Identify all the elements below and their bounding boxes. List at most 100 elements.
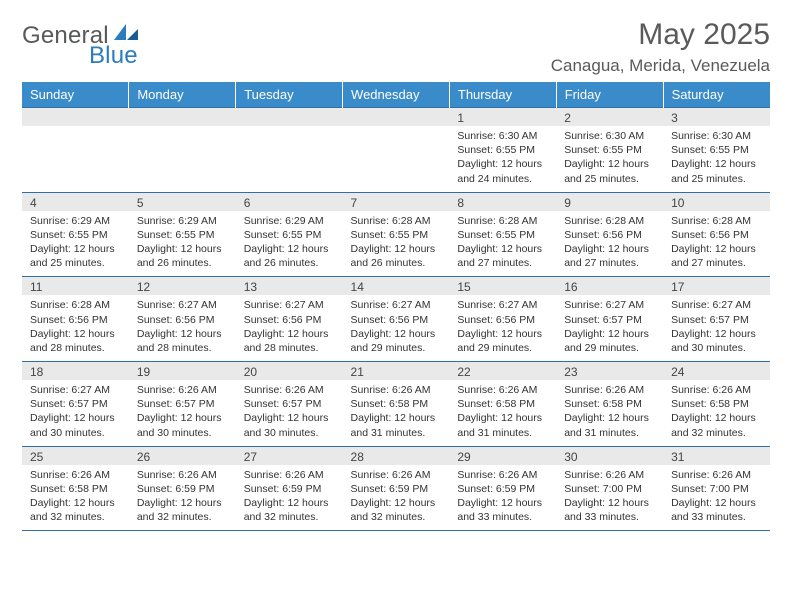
sunrise-text: Sunrise: 6:26 AM [564,383,655,397]
sunset-text: Sunset: 6:57 PM [30,397,121,411]
day-number: 6 [236,193,343,211]
daylight-text: Daylight: 12 hours and 30 minutes. [30,411,121,439]
calendar-day-cell [236,108,343,193]
sunrise-text: Sunrise: 6:26 AM [244,468,335,482]
daylight-text: Daylight: 12 hours and 29 minutes. [457,327,548,355]
sunset-text: Sunset: 6:55 PM [564,143,655,157]
brand-logo: GeneralBlue [22,18,140,68]
day-details: Sunrise: 6:28 AMSunset: 6:56 PMDaylight:… [556,211,663,277]
daylight-text: Daylight: 12 hours and 28 minutes. [30,327,121,355]
calendar-day-cell: 1Sunrise: 6:30 AMSunset: 6:55 PMDaylight… [449,108,556,193]
daylight-text: Daylight: 12 hours and 32 minutes. [351,496,442,524]
daylight-text: Daylight: 12 hours and 33 minutes. [671,496,762,524]
calendar-day-cell: 28 Sunrise: 6:26 AMSunset: 6:59 PMDayligh… [343,446,450,531]
sunset-text: Sunset: 6:58 PM [457,397,548,411]
day-number [22,108,129,126]
daylight-text: Daylight: 12 hours and 33 minutes. [564,496,655,524]
weekday-header: Monday [129,82,236,108]
daylight-text: Daylight: 12 hours and 26 minutes. [351,242,442,270]
sunset-text: Sunset: 6:57 PM [564,313,655,327]
sunset-text: Sunset: 6:57 PM [137,397,228,411]
day-number: 17 [663,277,770,295]
daylight-text: Daylight: 12 hours and 25 minutes. [671,157,762,185]
day-number: 5 [129,193,236,211]
sunrise-text: Sunrise: 6:29 AM [244,214,335,228]
day-number: 28 [343,447,450,465]
sunset-text: Sunset: 6:59 PM [351,482,442,496]
sunrise-text: Sunrise: 6:30 AM [564,129,655,143]
day-details: Sunrise: 6:26 AMSunset: 6:58 PMDaylight:… [663,380,770,446]
sunset-text: Sunset: 6:58 PM [30,482,121,496]
day-details: Sunrise: 6:26 AMSunset: 6:57 PMDaylight:… [129,380,236,446]
sunset-text: Sunset: 7:00 PM [564,482,655,496]
calendar-day-cell: 24Sunrise: 6:26 AMSunset: 6:58 PMDayligh… [663,362,770,447]
calendar-day-cell: 31Sunrise: 6:26 AMSunset: 7:00 PMDayligh… [663,446,770,531]
sunrise-text: Sunrise: 6:26 AM [457,468,548,482]
calendar-day-cell: 16Sunrise: 6:27 AMSunset: 6:57 PMDayligh… [556,277,663,362]
sunrise-text: Sunrise: 6:26 AM [671,383,762,397]
calendar-day-cell [129,108,236,193]
day-details: Sunrise: 6:28 AMSunset: 6:55 PMDaylight:… [343,211,450,277]
sunset-text: Sunset: 6:56 PM [457,313,548,327]
day-number: 14 [343,277,450,295]
title-block: May 2025 Canagua, Merida, Venezuela [551,18,770,76]
calendar-day-cell: 22Sunrise: 6:26 AMSunset: 6:58 PMDayligh… [449,362,556,447]
sunrise-text: Sunrise: 6:26 AM [137,383,228,397]
day-details: Sunrise: 6:27 AMSunset: 6:57 PMDaylight:… [556,295,663,361]
sunrise-text: Sunrise: 6:26 AM [30,468,121,482]
day-number: 21 [343,362,450,380]
daylight-text: Daylight: 12 hours and 27 minutes. [564,242,655,270]
day-details: Sunrise: 6:26 AMSunset: 6:58 PMDaylight:… [449,380,556,446]
calendar-day-cell: 10Sunrise: 6:28 AMSunset: 6:56 PMDayligh… [663,192,770,277]
day-number: 25 [22,447,129,465]
daylight-text: Daylight: 12 hours and 31 minutes. [564,411,655,439]
day-details: Sunrise: 6:26 AMSunset: 6:59 PMDaylight:… [236,465,343,531]
sunrise-text: Sunrise: 6:26 AM [351,383,442,397]
sunrise-text: Sunrise: 6:26 AM [351,468,442,482]
weekday-header: Sunday [22,82,129,108]
sunset-text: Sunset: 6:59 PM [137,482,228,496]
day-details: Sunrise: 6:27 AMSunset: 6:57 PMDaylight:… [22,380,129,446]
sunrise-text: Sunrise: 6:28 AM [30,298,121,312]
sunset-text: Sunset: 6:57 PM [671,313,762,327]
sunset-text: Sunset: 6:56 PM [30,313,121,327]
calendar-day-cell: 18Sunrise: 6:27 AMSunset: 6:57 PMDayligh… [22,362,129,447]
calendar-day-cell: 27Sunrise: 6:26 AMSunset: 6:59 PMDayligh… [236,446,343,531]
daylight-text: Daylight: 12 hours and 31 minutes. [351,411,442,439]
calendar-week-row: 18Sunrise: 6:27 AMSunset: 6:57 PMDayligh… [22,362,770,447]
day-number: 19 [129,362,236,380]
calendar-page: GeneralBlue May 2025 Canagua, Merida, Ve… [0,0,792,612]
sunset-text: Sunset: 6:57 PM [244,397,335,411]
sunrise-text: Sunrise: 6:26 AM [137,468,228,482]
sunrise-text: Sunrise: 6:29 AM [137,214,228,228]
day-details: Sunrise: 6:29 AMSunset: 6:55 PMDaylight:… [236,211,343,277]
day-details: Sunrise: 6:26 AMSunset: 6:58 PMDaylight:… [556,380,663,446]
calendar-table: Sunday Monday Tuesday Wednesday Thursday… [22,82,770,531]
daylight-text: Daylight: 12 hours and 29 minutes. [564,327,655,355]
brand-text-b: Blue [89,42,138,69]
calendar-day-cell [22,108,129,193]
sunrise-text: Sunrise: 6:27 AM [457,298,548,312]
sunrise-text: Sunrise: 6:26 AM [671,468,762,482]
day-number: 10 [663,193,770,211]
sunrise-text: Sunrise: 6:26 AM [457,383,548,397]
day-number [236,108,343,126]
sunrise-text: Sunrise: 6:27 AM [351,298,442,312]
calendar-day-cell: 2Sunrise: 6:30 AMSunset: 6:55 PMDaylight… [556,108,663,193]
day-number: 12 [129,277,236,295]
day-number: 15 [449,277,556,295]
sunset-text: Sunset: 6:58 PM [351,397,442,411]
daylight-text: Daylight: 12 hours and 30 minutes. [137,411,228,439]
sunset-text: Sunset: 6:59 PM [457,482,548,496]
day-number: 22 [449,362,556,380]
day-details: Sunrise: 6:27 AMSunset: 6:56 PMDaylight:… [129,295,236,361]
sunset-text: Sunset: 6:59 PM [244,482,335,496]
calendar-day-cell: 15 Sunrise: 6:27 AMSunset: 6:56 PMDayligh… [449,277,556,362]
sunset-text: Sunset: 6:56 PM [244,313,335,327]
day-details: Sunrise: 6:27 AMSunset: 6:56 PMDaylight:… [343,295,450,361]
sunset-text: Sunset: 6:55 PM [457,143,548,157]
day-number: 26 [129,447,236,465]
daylight-text: Daylight: 12 hours and 24 minutes. [457,157,548,185]
daylight-text: Daylight: 12 hours and 30 minutes. [244,411,335,439]
daylight-text: Daylight: 12 hours and 30 minutes. [671,327,762,355]
